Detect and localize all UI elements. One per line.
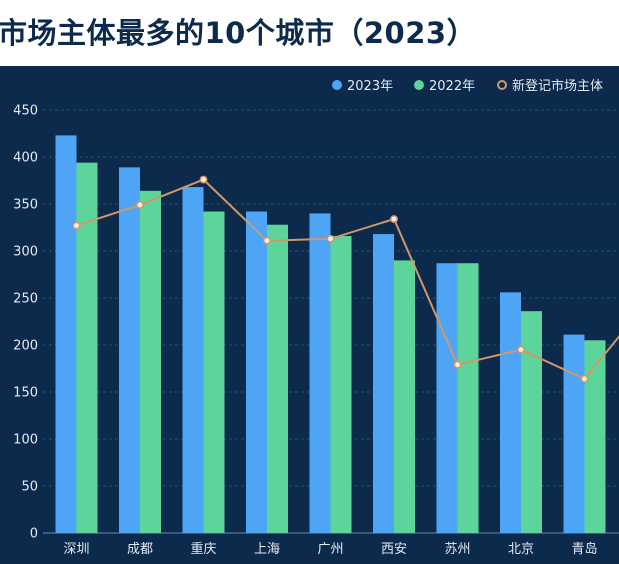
- bar-2022: [203, 211, 225, 533]
- legend-swatch: [497, 80, 507, 90]
- legend-label: 新登记市场主体: [512, 78, 603, 94]
- x-tick-label: 广州: [317, 542, 343, 557]
- bar-2022: [457, 263, 479, 533]
- x-tick-label: 上海: [254, 542, 280, 557]
- x-tick-label: 青岛: [571, 541, 597, 557]
- x-tick-label: 重庆: [190, 541, 216, 557]
- bar-2022: [140, 190, 161, 533]
- bar-2023: [119, 167, 140, 533]
- line-point: [390, 215, 398, 223]
- line-point: [136, 200, 144, 209]
- legend-label: 2022年: [429, 79, 475, 94]
- bar-2022: [267, 224, 288, 533]
- y-tick-label: 400: [13, 151, 38, 166]
- line-point: [453, 360, 462, 369]
- y-tick-label: 150: [13, 386, 38, 401]
- y-tick-label: 450: [13, 104, 38, 119]
- line-point: [517, 345, 525, 354]
- y-tick-label: 250: [13, 292, 38, 307]
- x-tick-label: 北京: [508, 542, 534, 557]
- x-tick-label: 西安: [381, 542, 407, 557]
- bar-2022: [394, 260, 415, 533]
- bar-2023: [55, 135, 77, 533]
- legend-swatch: [332, 80, 342, 90]
- x-tick-label: 苏州: [444, 541, 470, 557]
- y-tick-label: 350: [13, 198, 38, 213]
- title-bar: 市场主体最多的10个城市（2023）: [0, 0, 619, 66]
- line-point: [326, 234, 335, 243]
- x-tick-label: 深圳: [63, 542, 89, 557]
- line-point: [72, 221, 81, 230]
- y-tick-label: 50: [21, 480, 38, 495]
- legend-swatch: [414, 80, 424, 90]
- bar-2023: [182, 187, 204, 533]
- bar-2022: [584, 340, 606, 533]
- bar-2023: [246, 211, 267, 533]
- legend-label: 2023年: [347, 79, 393, 94]
- bar-2022: [330, 235, 352, 533]
- bar-2022: [76, 162, 98, 533]
- line-point: [263, 236, 271, 245]
- y-tick-label: 0: [30, 527, 38, 542]
- y-tick-label: 300: [13, 245, 38, 260]
- y-tick-label: 100: [13, 433, 38, 448]
- bar-2023: [373, 234, 394, 533]
- line-point: [580, 374, 589, 383]
- line-new-registrations: [76, 178, 619, 381]
- bar-2023: [500, 292, 521, 533]
- bar-2023: [563, 334, 585, 533]
- bar-2022: [521, 311, 542, 533]
- chart-title: 市场主体最多的10个城市（2023）: [0, 16, 477, 50]
- bar-2023: [436, 263, 458, 533]
- x-tick-label: 成都: [127, 542, 153, 557]
- bar-2023: [309, 213, 331, 533]
- y-tick-label: 200: [13, 339, 38, 354]
- line-point: [199, 175, 208, 184]
